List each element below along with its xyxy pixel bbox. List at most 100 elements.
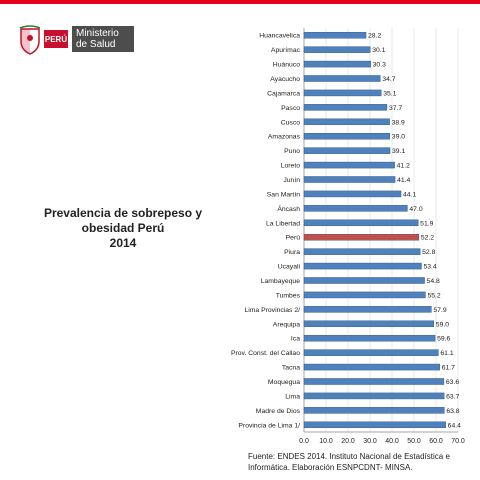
data-label: 39.0 — [392, 134, 405, 141]
bar — [303, 104, 388, 111]
ministry-logo: PERÚ Ministerio de Salud — [18, 24, 134, 62]
title-line2: 2014 — [109, 236, 137, 250]
data-label: 47.0 — [409, 206, 422, 213]
category-label: Lambayeque — [261, 278, 301, 285]
category-label: Lima Provincias 2/ — [244, 307, 300, 314]
title-line1: Prevalencia de sobrepeso y obesidad Perú — [43, 206, 203, 235]
data-label: 61.1 — [440, 350, 453, 357]
bar — [303, 407, 445, 414]
x-tick-label: 10.0 — [319, 438, 333, 445]
data-label: 28.2 — [368, 33, 381, 40]
category-label: Loreto — [281, 163, 300, 170]
source-note: Fuente: ENDES 2014. Instituto Nacional d… — [248, 451, 478, 473]
data-label: 41.4 — [397, 177, 410, 184]
bar — [303, 190, 402, 198]
top-accent-bar — [0, 0, 480, 4]
category-label: San Martín — [267, 191, 300, 198]
bar — [303, 306, 432, 313]
data-label: 57.9 — [433, 307, 446, 314]
x-tick-label: 0.0 — [299, 438, 309, 445]
bar — [303, 291, 426, 299]
category-label: Amazonas — [268, 134, 301, 141]
category-label: Madre de Dios — [256, 408, 301, 415]
bar — [303, 132, 391, 140]
coat-of-arms-icon — [19, 25, 41, 55]
category-label: Moquegua — [268, 379, 300, 386]
category-label: Puno — [284, 148, 300, 155]
category-label: Apurímac — [271, 47, 301, 54]
data-label: 55.2 — [427, 292, 440, 299]
category-label: Cusco — [281, 119, 300, 126]
data-label: 44.1 — [403, 191, 416, 198]
bar — [303, 421, 446, 429]
logo-ministry: Ministerio de Salud — [72, 26, 134, 52]
bar — [303, 334, 436, 342]
data-label: 30.1 — [372, 47, 385, 54]
bar — [303, 89, 382, 97]
x-tick-label: 30.0 — [363, 438, 377, 445]
bar — [303, 392, 445, 400]
category-label: Huánuco — [273, 62, 300, 69]
page-title: Prevalencia de sobrepeso y obesidad Perú… — [18, 206, 228, 251]
bar — [303, 161, 395, 169]
category-label: Tumbes — [276, 292, 301, 299]
data-label: 63.6 — [446, 379, 459, 386]
bar — [303, 262, 422, 270]
data-label: 59.6 — [437, 336, 450, 343]
bar-chart: 0.0 10.0 20.0 30.0 40.0 50.0 60.0 70.0 Huancavel… — [231, 28, 465, 445]
data-label: 52.2 — [421, 235, 434, 242]
data-label: 64.4 — [448, 422, 461, 429]
x-tick-label: 50.0 — [407, 438, 421, 445]
x-tick-label: 60.0 — [429, 438, 443, 445]
category-label: Ucayali — [278, 264, 301, 271]
bar — [303, 378, 445, 385]
data-label: 59.0 — [436, 321, 449, 328]
category-label: Áncash — [277, 204, 300, 213]
bar — [303, 118, 390, 126]
category-label: La Libertad — [266, 220, 300, 227]
category-label: Piura — [284, 249, 300, 256]
category-label: Cajamarca — [267, 90, 300, 97]
category-label: Pasco — [281, 105, 300, 112]
data-label: 35.1 — [383, 90, 396, 97]
category-label: Huancavelica — [259, 33, 300, 40]
data-label: 34.7 — [382, 76, 395, 83]
bar — [303, 60, 371, 68]
data-label: 53.4 — [423, 264, 436, 271]
logo-ministry-line1: Ministerio — [76, 28, 119, 39]
bar — [303, 75, 381, 82]
bar — [303, 320, 435, 328]
bar — [303, 147, 391, 154]
bar — [303, 176, 396, 183]
data-label: 37.7 — [389, 105, 402, 112]
data-label: 30.3 — [373, 62, 386, 69]
bar — [303, 31, 367, 39]
bar — [303, 277, 425, 284]
bar — [303, 46, 371, 53]
x-tick-label: 70.0 — [451, 438, 465, 445]
category-label: Perú — [286, 235, 301, 242]
category-label: Tacna — [282, 365, 300, 372]
category-label: Provincia de Lima 1/ — [238, 422, 300, 429]
x-tick-label: 40.0 — [385, 438, 399, 445]
source-line2: Informática. Elaboración ESNPCDNT- MINSA… — [248, 463, 413, 472]
data-label: 52.8 — [422, 249, 435, 256]
bar — [303, 233, 420, 241]
category-label: Lima — [285, 393, 300, 400]
bar — [303, 363, 440, 371]
category-label: Junín — [283, 177, 300, 184]
data-label: 54.8 — [427, 278, 440, 285]
bar — [303, 205, 408, 212]
category-label: Prov. Const. del Callao — [231, 350, 300, 357]
data-label: 39.1 — [392, 148, 405, 155]
x-tick-label: 20.0 — [341, 438, 355, 445]
category-label: Arequipa — [273, 321, 300, 328]
logo-country: PERÚ — [44, 30, 68, 48]
category-label: Ica — [291, 336, 300, 343]
category-label: Ayacucho — [270, 76, 300, 83]
bar — [303, 349, 439, 356]
data-label: 38.9 — [392, 119, 405, 126]
bar — [303, 248, 421, 255]
data-label: 61.7 — [442, 365, 455, 372]
data-label: 63.8 — [446, 408, 459, 415]
